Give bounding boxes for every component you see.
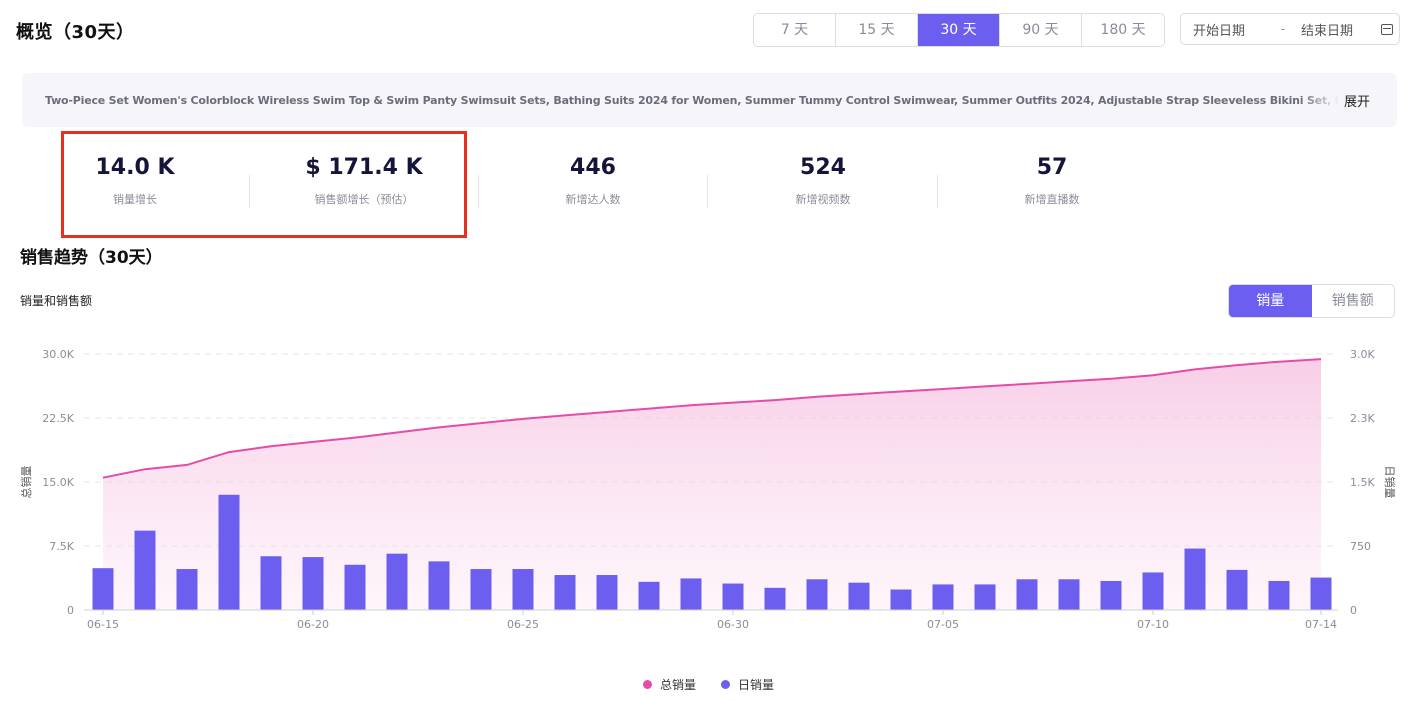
- x-tick-label: 07-10: [1137, 618, 1169, 631]
- daily-sales-bar[interactable]: [680, 578, 702, 610]
- daily-sales-bar[interactable]: [890, 589, 912, 610]
- expand-button[interactable]: 展开: [1344, 95, 1371, 110]
- daily-sales-bar[interactable]: [302, 557, 324, 610]
- daily-sales-bar[interactable]: [1142, 572, 1164, 610]
- date-separator: -: [1280, 21, 1286, 37]
- x-tick-label: 06-20: [297, 618, 329, 631]
- stat-value: 57: [1036, 155, 1068, 180]
- daily-sales-bar[interactable]: [218, 494, 240, 610]
- daily-sales-bar[interactable]: [638, 581, 660, 610]
- daily-sales-bar[interactable]: [1100, 580, 1122, 610]
- total-sales-area: [103, 359, 1321, 610]
- legend-dot-icon: [721, 680, 730, 689]
- daily-sales-bar[interactable]: [974, 584, 996, 610]
- y-right-tick-label: 2.3K: [1350, 412, 1375, 425]
- y-right-tick-label: 1.5K: [1350, 476, 1375, 489]
- stat-sales-growth: 14.0 K 销量增长: [20, 155, 250, 207]
- stat-label: 新增达人数: [565, 193, 621, 206]
- product-title-bar: [22, 73, 1397, 127]
- legend-dot-icon: [643, 680, 652, 689]
- daily-sales-bar[interactable]: [470, 569, 492, 610]
- daily-sales-bar[interactable]: [1016, 579, 1038, 610]
- stat-value: 14.0 K: [95, 155, 175, 180]
- stat-value: 524: [800, 155, 846, 180]
- stat-divider: [478, 175, 479, 208]
- legend-label: 日销量: [738, 678, 775, 692]
- y-left-tick-label: 15.0K: [42, 476, 74, 489]
- x-tick-label: 07-14: [1305, 618, 1337, 631]
- stat-label: 新增直播数: [1024, 193, 1080, 206]
- daily-sales-bar[interactable]: [428, 561, 450, 610]
- daily-sales-bar[interactable]: [1184, 548, 1206, 610]
- daily-sales-bar[interactable]: [806, 579, 828, 610]
- daily-sales-bar[interactable]: [386, 553, 408, 610]
- stat-label: 销量增长: [113, 193, 157, 206]
- range-15-days-button[interactable]: 15 天: [836, 14, 918, 46]
- page-title: 概览（30天）: [16, 22, 135, 43]
- date-range-tabs: 7 天 15 天 30 天 90 天 180 天: [753, 13, 1165, 47]
- y-left-tick-label: 7.5K: [49, 540, 74, 553]
- calendar-icon[interactable]: [1381, 23, 1393, 35]
- total-sales-line: [102, 358, 1322, 479]
- range-30-days-button[interactable]: 30 天: [918, 14, 1000, 46]
- x-tick-label: 06-25: [507, 618, 539, 631]
- daily-sales-bar[interactable]: [92, 568, 114, 610]
- stat-new-videos: 524 新增视频数: [708, 155, 938, 207]
- daily-sales-bar[interactable]: [596, 575, 618, 610]
- stat-value: 446: [570, 155, 616, 180]
- daily-sales-bar[interactable]: [722, 583, 744, 610]
- daily-sales-bar[interactable]: [1268, 580, 1290, 610]
- x-tick-label: 07-05: [927, 618, 959, 631]
- daily-sales-bar[interactable]: [512, 569, 534, 610]
- left-axis-label: 总销量: [19, 466, 33, 499]
- daily-sales-bar[interactable]: [848, 582, 870, 610]
- date-range-picker[interactable]: 开始日期 - 结束日期: [1180, 13, 1400, 45]
- right-axis-label: 日销量: [1383, 466, 1397, 499]
- stat-divider: [249, 175, 250, 208]
- stat-label: 销售额增长（预估）: [314, 193, 414, 206]
- daily-sales-bar[interactable]: [1226, 569, 1248, 610]
- stat-divider: [937, 175, 938, 208]
- daily-sales-bar[interactable]: [260, 556, 282, 610]
- toggle-sales-amount[interactable]: 销售额: [1331, 293, 1374, 309]
- daily-sales-bar[interactable]: [1310, 577, 1332, 610]
- daily-sales-bar[interactable]: [554, 575, 576, 610]
- metric-toggle: 销量 销售额: [1228, 284, 1395, 318]
- daily-sales-bar[interactable]: [764, 587, 786, 610]
- range-7-days-button[interactable]: 7 天: [754, 14, 836, 46]
- stat-revenue-growth: $ 171.4 K 销售额增长（预估）: [249, 155, 479, 207]
- daily-sales-bar[interactable]: [932, 584, 954, 610]
- daily-sales-bar[interactable]: [1058, 579, 1080, 610]
- x-tick-label: 06-30: [717, 618, 749, 631]
- chart-subtitle: 销量和销售额: [20, 294, 93, 308]
- y-left-tick-label: 0: [67, 604, 74, 617]
- stat-value: $ 171.4 K: [305, 155, 423, 180]
- highlight-box: [61, 131, 467, 238]
- y-right-tick-label: 750: [1350, 540, 1371, 553]
- legend-item-total-sales[interactable]: 总销量: [643, 676, 696, 693]
- stat-new-lives: 57 新增直播数: [937, 155, 1167, 207]
- daily-sales-bar[interactable]: [134, 530, 156, 610]
- stat-divider: [707, 175, 708, 208]
- product-title: Two-Piece Set Women's Colorblock Wireles…: [45, 94, 1340, 107]
- toggle-sales-volume[interactable]: 销量: [1229, 285, 1312, 317]
- y-left-tick-label: 22.5K: [42, 412, 74, 425]
- x-tick-label: 06-15: [87, 618, 119, 631]
- legend-label: 总销量: [660, 678, 697, 692]
- daily-sales-bar[interactable]: [176, 569, 198, 610]
- stat-new-creators: 446 新增达人数: [478, 155, 708, 207]
- start-date-input[interactable]: 开始日期: [1193, 23, 1246, 39]
- stat-label: 新增视频数: [795, 193, 851, 206]
- end-date-input[interactable]: 结束日期: [1301, 23, 1354, 39]
- y-left-tick-label: 30.0K: [42, 348, 74, 361]
- range-180-days-button[interactable]: 180 天: [1082, 14, 1164, 46]
- y-right-tick-label: 0: [1350, 604, 1357, 617]
- daily-sales-bar[interactable]: [344, 564, 366, 610]
- range-90-days-button[interactable]: 90 天: [1000, 14, 1082, 46]
- product-title-fade: [1300, 90, 1340, 110]
- y-right-tick-label: 3.0K: [1350, 348, 1375, 361]
- sales-trend-title: 销售趋势（30天）: [20, 248, 163, 268]
- legend-item-daily-sales[interactable]: 日销量: [721, 676, 774, 693]
